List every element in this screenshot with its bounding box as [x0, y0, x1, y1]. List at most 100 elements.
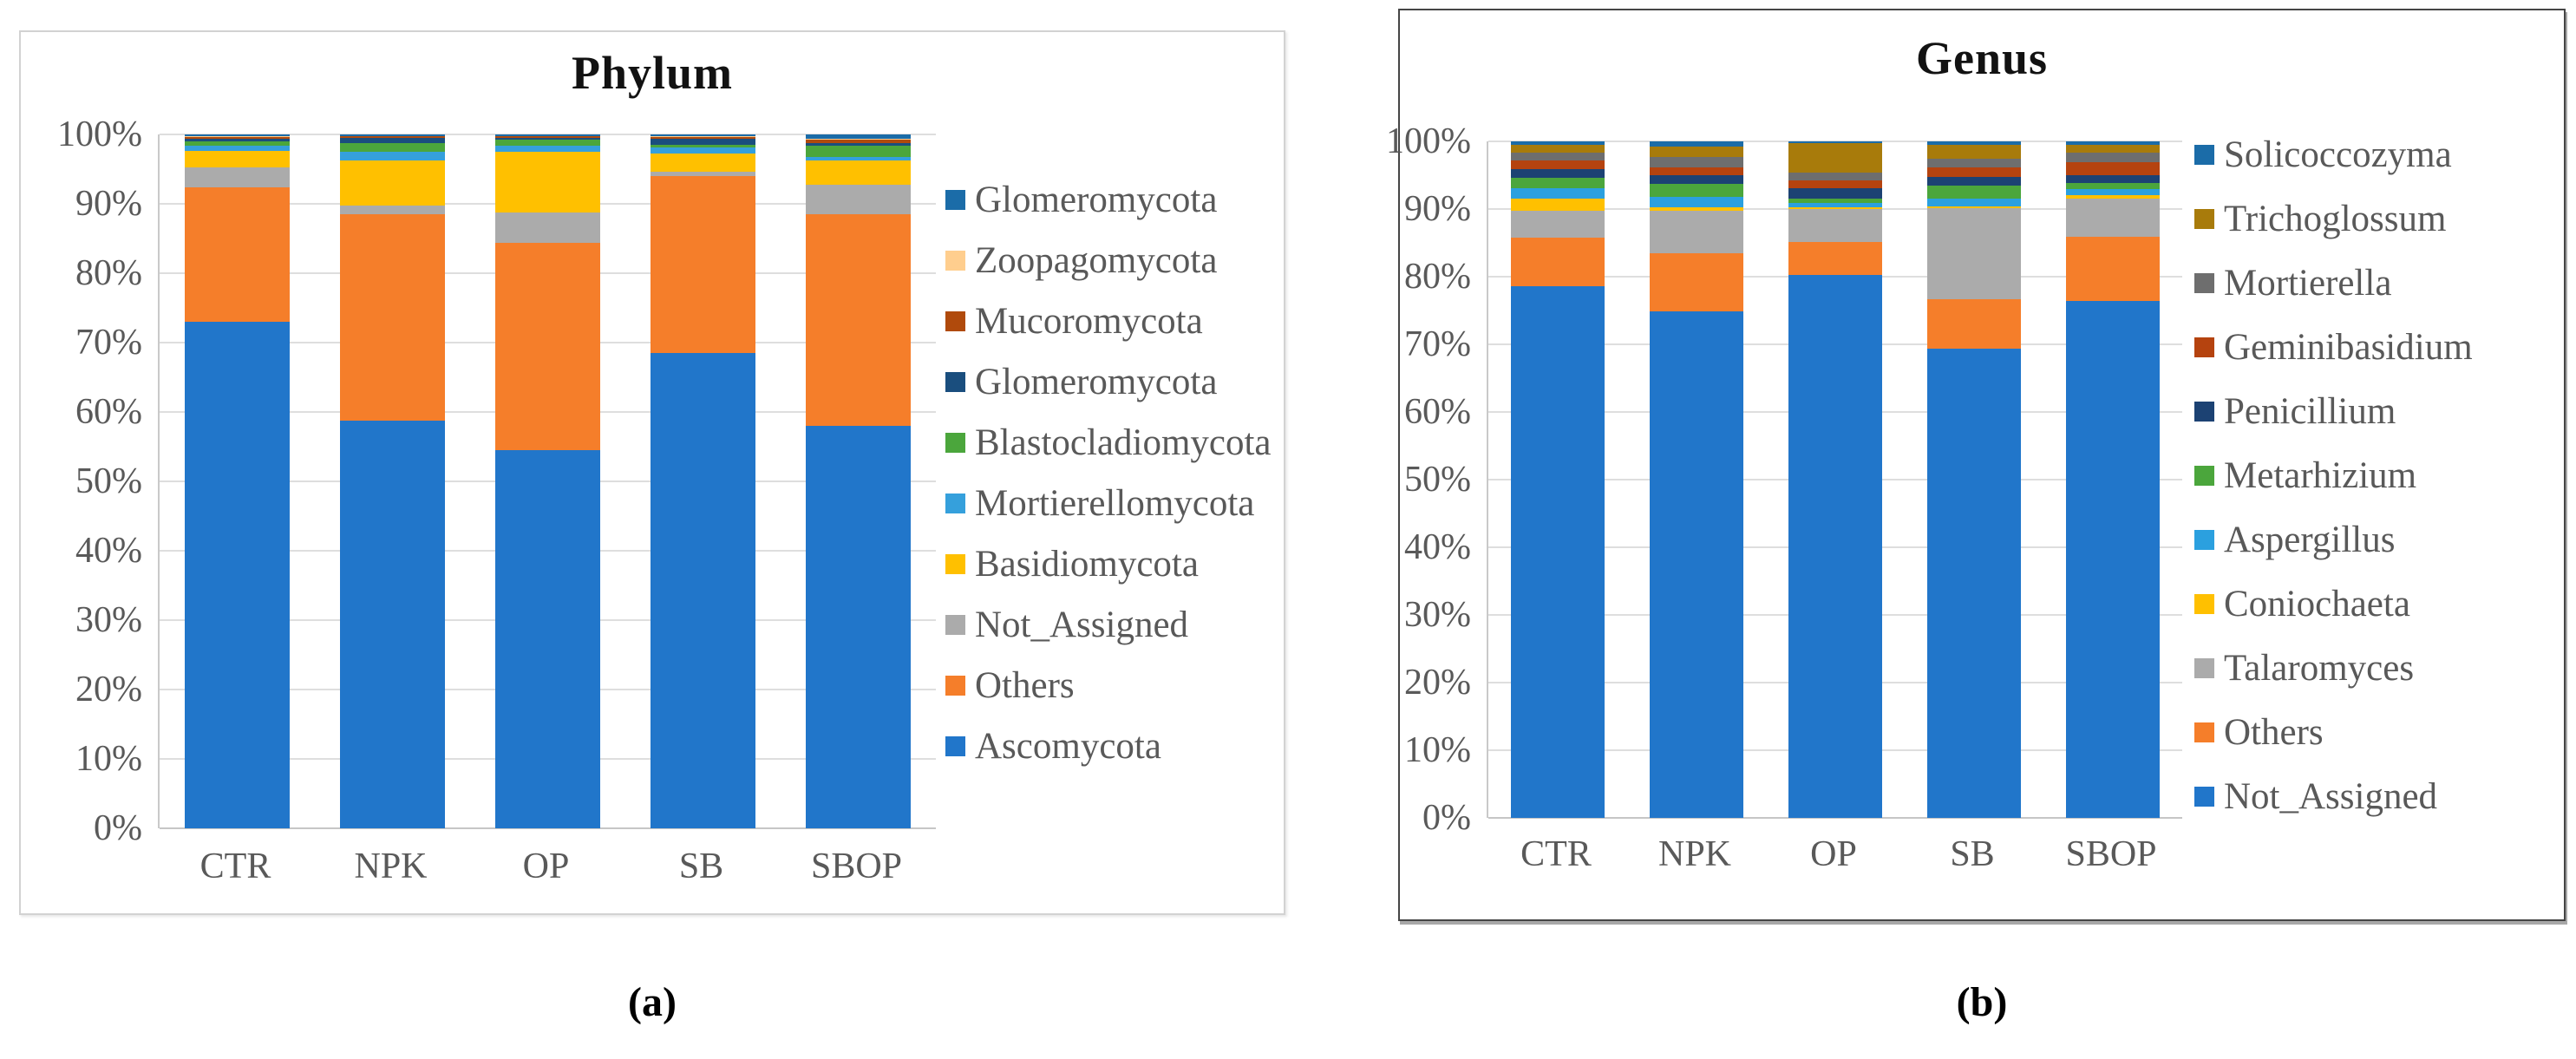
segment-ascomycota: [184, 322, 291, 828]
legend-swatch: [945, 311, 965, 331]
legend-item-others: Others: [2194, 711, 2564, 754]
segment-others: [1788, 242, 1883, 275]
segment-others: [184, 186, 291, 322]
legend-item-solicoccozyma: Solicoccozyma: [2194, 134, 2564, 176]
segment-others: [494, 242, 601, 450]
segment-others: [1510, 237, 1605, 286]
segment-trichoglossum: [1926, 144, 2022, 160]
legend-item-not-assigned: Not_Assigned: [945, 604, 1285, 646]
bar-npk: [1649, 141, 1744, 818]
y-tick-label: 20%: [1404, 663, 1471, 703]
segment-glomeromycota: [339, 134, 446, 136]
segment-geminibasidium: [1788, 180, 1883, 188]
legend-label: Coniochaeta: [2224, 583, 2410, 624]
legend-swatch: [2194, 465, 2214, 486]
y-tick-label: 70%: [1404, 324, 1471, 364]
y-tick-label: 40%: [75, 531, 142, 571]
segment-trichoglossum: [1510, 144, 1605, 153]
segment-penicillium: [1649, 175, 1744, 185]
legend-swatch: [2194, 144, 2214, 165]
legend-label: Glomeromycota: [975, 179, 1218, 220]
legend-swatch: [2194, 208, 2214, 229]
legend: Glomeromycota Zoopagomycota Mucoromycota Gl…: [945, 126, 1285, 820]
legend-item-others: Others: [945, 664, 1285, 707]
segment-basidiomycota: [494, 152, 601, 213]
segment-mucoromycota: [339, 136, 446, 139]
y-tick-label: 100%: [1386, 121, 1471, 161]
legend-label: Talaromyces: [2224, 647, 2415, 689]
segment-geminibasidium: [1649, 167, 1744, 176]
segment-talaromyces: [1510, 210, 1605, 238]
legend-label: Not_Assigned: [2224, 775, 2438, 817]
segment-ascomycota: [339, 420, 446, 828]
legend-item-geminibasidium: Geminibasidium: [2194, 326, 2564, 369]
y-tick-label: 80%: [1404, 257, 1471, 297]
y-tick-label: 50%: [1404, 460, 1471, 500]
x-axis-label-npk: NPK: [1657, 834, 1732, 874]
bar-ctr: [184, 134, 291, 828]
legend-label: Penicillium: [2224, 390, 2396, 432]
segment-penicillium: [1788, 187, 1883, 199]
y-tick-label: 10%: [1404, 730, 1471, 770]
y-tick-label: 30%: [1404, 595, 1471, 635]
segment-aspergillus: [1649, 196, 1744, 208]
segment-geminibasidium: [1510, 160, 1605, 170]
segment-basidiomycota: [650, 153, 756, 173]
legend-item-zoopagomycota: Zoopagomycota: [945, 239, 1285, 282]
segment-zoopagomycota: [805, 138, 912, 141]
segment-mortierellomycota: [184, 145, 291, 152]
segment-not-assigned: [805, 184, 912, 214]
legend-swatch: [945, 371, 965, 392]
legend-item-blastocladiomycota: Blastocladiomycota: [945, 422, 1285, 464]
legend: Solicoccozyma Trichoglossum Mortierella Gem…: [2194, 133, 2564, 818]
legend-swatch: [2194, 722, 2214, 742]
bar-slot-sb: [625, 134, 781, 828]
legend-label: Mortierella: [2224, 262, 2392, 304]
bar-op: [494, 134, 601, 828]
segment-glomeromycota: [805, 134, 912, 139]
bar-series: [1488, 141, 2182, 818]
legend-item-metarhizium: Metarhizium: [2194, 454, 2564, 497]
legend-label: Geminibasidium: [2224, 326, 2473, 368]
legend-item-glomeromycota: Glomeromycota: [945, 361, 1285, 403]
legend-label: Mucoromycota: [975, 300, 1203, 342]
legend-label: Glomeromycota: [975, 361, 1218, 402]
y-tick-label: 30%: [75, 600, 142, 640]
bar-slot-npk: [1627, 141, 1766, 818]
segment-mucoromycota: [650, 137, 756, 139]
x-axis-label-sbop: SBOP: [2065, 834, 2157, 874]
caption-a: (a): [628, 979, 677, 1025]
legend-swatch: [945, 614, 965, 635]
segment-solicoccozyma: [1788, 141, 1883, 143]
segment-blastocladiomycota: [805, 145, 912, 157]
y-axis: 100% 90% 80% 70% 60% 50% 40% 30% 20% 10% 0%: [1386, 121, 1476, 838]
y-axis: 100% 90% 80% 70% 60% 50% 40% 30% 20% 10% 0%: [21, 114, 147, 848]
y-tick-label: 60%: [1404, 392, 1471, 432]
segment-zoopagomycota: [650, 136, 756, 138]
y-tick-label: 90%: [75, 184, 142, 224]
bar-npk: [339, 134, 446, 828]
bar-slot-sbop: [2043, 141, 2182, 818]
legend-label: Basidiomycota: [975, 543, 1199, 585]
x-axis-label-ctr: CTR: [199, 847, 271, 886]
segment-mortierellomycota: [805, 156, 912, 161]
bar-sbop: [2065, 141, 2161, 818]
y-tick-label: 20%: [75, 670, 142, 709]
segment-mortierella: [1926, 159, 2022, 168]
legend-label: Zoopagomycota: [975, 239, 1218, 281]
legend-swatch: [2194, 657, 2214, 678]
legend-swatch: [945, 250, 965, 271]
segment-talaromyces: [1649, 211, 1744, 253]
segment-glomeromycota: [805, 142, 912, 146]
bar-slot-op: [470, 134, 625, 828]
segment-others: [805, 214, 912, 426]
segment-mucoromycota: [805, 140, 912, 143]
segment-penicillium: [2065, 175, 2161, 183]
segment-zoopagomycota: [184, 136, 291, 138]
segment-others: [339, 214, 446, 421]
legend-swatch: [945, 735, 965, 756]
legend-swatch: [2194, 593, 2214, 614]
x-axis-label-sbop: SBOP: [810, 847, 903, 886]
segment-mortierella: [1788, 172, 1883, 181]
legend-item-coniochaeta: Coniochaeta: [2194, 583, 2564, 625]
